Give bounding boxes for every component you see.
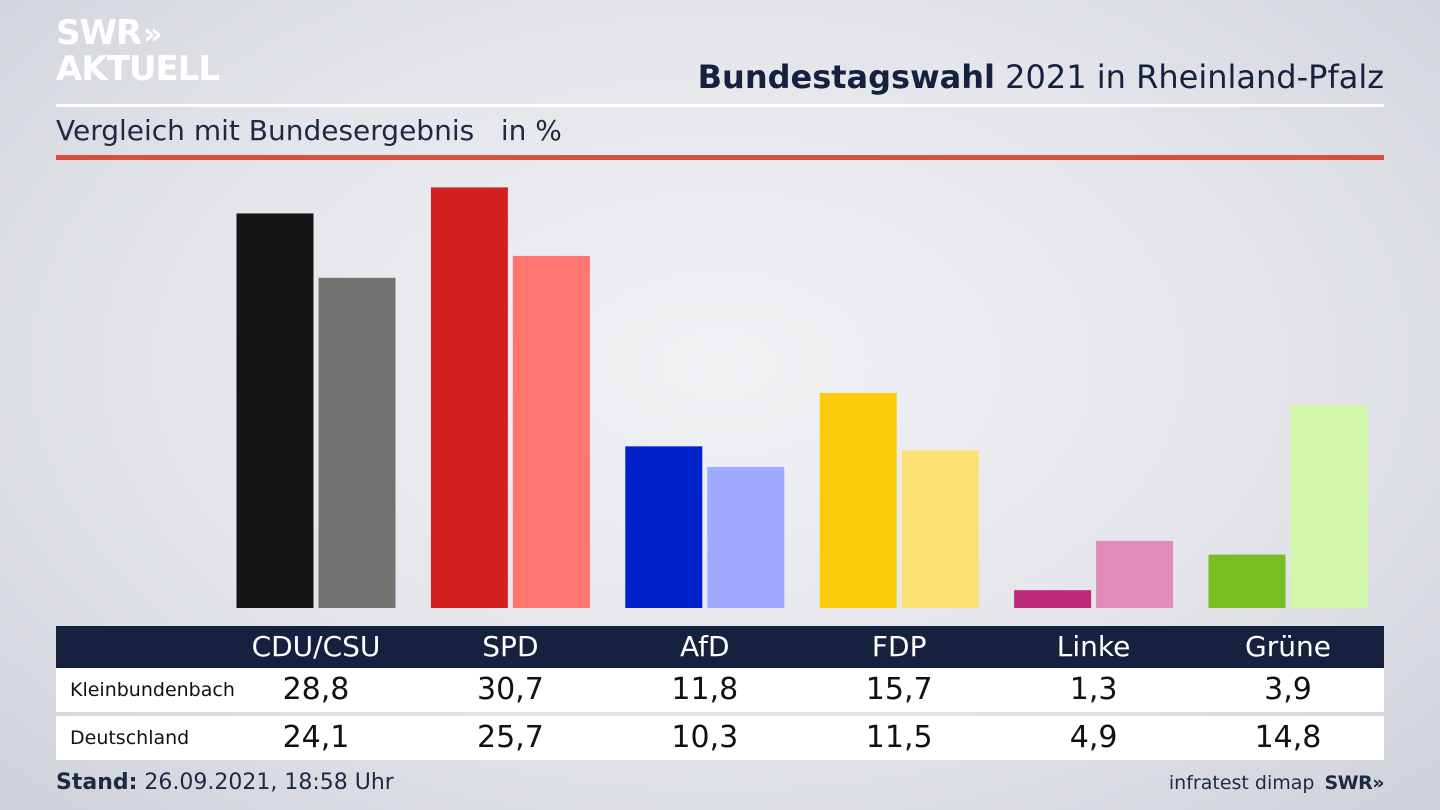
source-credit: infratest dimap SWR» [1168,772,1385,794]
bar-fdp-deutschland [901,450,979,608]
value-afd-kleinbundenbach: 11,8 [671,672,739,707]
title-rest: 2021 in Rheinland-Pfalz [995,58,1384,96]
value-gr-ne-kleinbundenbach: 3,9 [1264,672,1312,707]
logo-aktuell: AKTUELL [56,49,220,89]
accent-divider [56,155,1384,160]
page-title: Bundestagswahl 2021 in Rheinland-Pfalz [698,58,1384,96]
value-spd-kleinbundenbach: 30,7 [476,672,544,707]
bar-gr-ne-deutschland [1290,405,1368,608]
bar-linke-deutschland [1096,540,1174,608]
bar-spd-deutschland [512,255,590,608]
bar-afd-kleinbundenbach [625,446,703,608]
swr-aktuell-logo: SWR» AKTUELL [56,13,220,89]
bar-gr-ne-kleinbundenbach [1208,554,1286,608]
value-linke-kleinbundenbach: 1,3 [1069,672,1118,707]
tick-label-spd: SPD [482,630,539,663]
bar-linke-kleinbundenbach [1014,590,1092,608]
value-fdp-deutschland: 11,5 [865,720,933,755]
value-linke-deutschland: 4,9 [1069,720,1118,755]
title-bold: Bundestagswahl [697,58,995,96]
tick-label-gr-ne: Grüne [1245,630,1331,663]
row-label-kleinbundenbach: Kleinbundenbach [70,679,235,701]
row-label-deutschland: Deutschland [70,727,190,749]
bar-chart [236,187,1368,608]
stand-value: 26.09.2021, 18:58 Uhr [137,770,394,795]
bar-spd-kleinbundenbach [430,187,508,608]
chart-subtitle: Vergleich mit Bundesergebnis in % [56,114,562,147]
value-cdu-csu-deutschland: 24,1 [282,720,350,755]
bar-cdu-csu-deutschland [318,277,396,608]
timestamp: Stand: 26.09.2021, 18:58 Uhr [56,770,394,795]
bar-fdp-kleinbundenbach [819,392,897,608]
table-row-deutschland: Deutschland 24,1 25,7 10,3 11,5 4,9 14,8 [56,716,1384,760]
stand-label: Stand: [56,770,138,795]
tick-label-cdu-csu: CDU/CSU [251,630,381,663]
header-divider [56,104,1384,107]
tick-label-linke: Linke [1056,630,1131,663]
tick-label-fdp: FDP [871,630,927,663]
value-gr-ne-deutschland: 14,8 [1254,720,1322,755]
table-row-kleinbundenbach: Kleinbundenbach 28,8 30,7 11,8 15,7 1,3 3,9 [56,668,1384,712]
logo-swr: SWR [56,13,142,53]
results-table: CDU/CSU SPD AfD FDP Linke Grüne Kleinbundenba… [56,626,1384,760]
bar-afd-deutschland [707,466,785,608]
value-fdp-kleinbundenbach: 15,7 [865,672,933,707]
swr-brand-logo: SWR» [1324,772,1384,794]
logo-arrows: » [143,17,163,52]
bar-cdu-csu-kleinbundenbach [236,213,314,608]
value-cdu-csu-kleinbundenbach: 28,8 [282,672,350,707]
source-label: infratest dimap [1168,772,1315,794]
tick-label-afd: AfD [680,630,730,663]
value-spd-deutschland: 25,7 [476,720,544,755]
party-header-row: CDU/CSU SPD AfD FDP Linke Grüne [56,626,1384,668]
value-afd-deutschland: 10,3 [671,720,739,755]
